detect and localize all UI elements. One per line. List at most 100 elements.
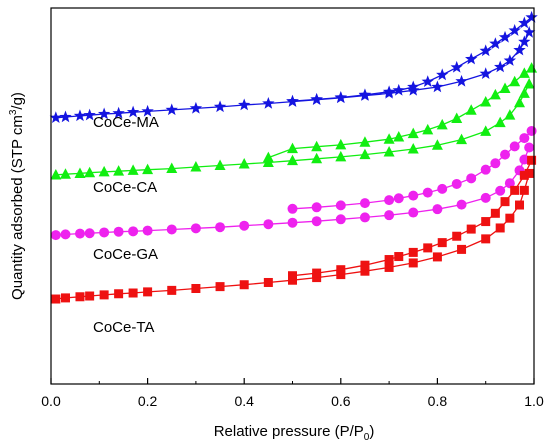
coce-ga-desorption-point (311, 202, 322, 213)
coce-ca-adsorption-point (456, 133, 468, 145)
coce-ca-adsorption-point (238, 158, 250, 169)
x-axis-title-sub: 0 (364, 432, 370, 443)
coce-ma-adsorption-point (49, 111, 63, 124)
coce-ta-desorption-point (519, 170, 529, 180)
coce-ca-adsorption-point (383, 146, 395, 157)
coce-ma-adsorption-point (165, 103, 178, 116)
coce-ta-desorption-point (466, 224, 476, 234)
coce-ta-desorption-point (510, 185, 520, 195)
coce-ma-adsorption-point (59, 110, 72, 123)
coce-ma-desorption-point (286, 94, 299, 107)
coce-ta-adsorption-point (515, 200, 525, 210)
coce-ga-adsorption-point (480, 192, 491, 203)
coce-ma-adsorption-line (55, 32, 530, 119)
coce-ta-adsorption-point (524, 168, 534, 178)
coce-ga-adsorption-point (84, 228, 95, 239)
coce-ga-adsorption-point (311, 216, 322, 227)
x-tick-label: 1.0 (524, 393, 544, 409)
coce-ga-desorption-point (408, 190, 419, 201)
coce-ma-adsorption-point (73, 109, 87, 122)
coce-ca-desorption-point (465, 104, 477, 115)
coce-ma-adsorption-point (213, 100, 227, 113)
coce-ca-desorption-point (489, 88, 501, 100)
coce-ta-adsorption-point (495, 223, 505, 233)
coce-ma-adsorption-point (189, 101, 203, 114)
coce-ma-desorption-point (508, 24, 521, 36)
coce-ta-adsorption-point (263, 277, 273, 287)
coce-ca-desorption-point (359, 136, 371, 147)
coce-ta-adsorption-point (128, 288, 138, 298)
plot-area (49, 10, 538, 304)
series-labels: CoCe-MA CoCe-CA CoCe-GA CoCe-TA (93, 114, 159, 336)
series-label-coce-ma: CoCe-MA (93, 114, 159, 131)
coce-ca-desorption-point (407, 127, 419, 139)
coce-ca-adsorption-point (514, 96, 526, 108)
coce-ma-adsorption-point (262, 97, 275, 109)
series-label-coce-ga: CoCe-GA (93, 246, 158, 263)
coce-ca-adsorption-point (504, 109, 516, 120)
coce-ma-desorption-point (358, 88, 372, 101)
coce-ca-desorption-point (262, 151, 274, 163)
coce-ma-desorption-point (392, 83, 405, 96)
coce-ta-adsorption-point (360, 266, 370, 276)
coce-ga-adsorption-point (519, 154, 530, 165)
coce-ma-desorption-point (436, 68, 449, 81)
coce-ga-adsorption-point (74, 228, 85, 239)
coce-ca-adsorption-point (98, 165, 110, 177)
coce-ca-adsorption-point (480, 125, 492, 136)
coce-ta-adsorption-point (215, 282, 225, 292)
y-axis-title-main: Quantity adsorbed (STP cm (9, 115, 26, 300)
coce-ca-adsorption-point (190, 161, 202, 172)
coce-ta-desorption-point (423, 243, 433, 253)
x-tick-label: 0.0 (41, 393, 61, 409)
coce-ta-desorption-point (288, 271, 297, 281)
coce-ca-adsorption-point (113, 165, 125, 176)
series-label-coce-ta: CoCe-TA (93, 319, 154, 336)
coce-ga-adsorption-point (432, 204, 443, 215)
coce-ga-desorption-point (437, 183, 448, 194)
coce-ma-desorption-point (310, 92, 323, 105)
coce-ta-adsorption-point (336, 270, 346, 280)
coce-ma-desorption-point (489, 37, 502, 49)
coce-ga-adsorption-point (495, 185, 506, 196)
coce-ca-adsorption-point (407, 143, 419, 154)
series-label-coce-ca: CoCe-CA (93, 179, 157, 196)
coce-ta-desorption-point (394, 252, 404, 262)
coce-ga-adsorption-point (335, 214, 346, 225)
coce-ta-adsorption-point (114, 289, 124, 299)
coce-ga-desorption-point (287, 203, 298, 214)
coce-ga-adsorption-point (166, 224, 177, 235)
coce-ta-desorption-point (527, 155, 537, 165)
coce-ta-adsorption-point (288, 275, 297, 285)
coce-ta-desorption-line (292, 160, 533, 277)
coce-ta-desorption-point (408, 247, 418, 257)
axes: 0.0 0.2 0.4 0.6 0.8 1.0 (41, 7, 544, 409)
coce-ma-desorption-point (479, 44, 492, 57)
y-axis-title-sup: 3 (8, 109, 19, 115)
coce-ma-adsorption-point (479, 67, 492, 80)
coce-ta-adsorption-point (99, 290, 109, 300)
coce-ga-adsorption-point (113, 226, 124, 237)
coce-ta-adsorption-point (457, 244, 467, 254)
coce-ma-desorption-point (450, 60, 463, 73)
coce-ga-adsorption-point (60, 229, 71, 240)
coce-ga-desorption-point (384, 195, 395, 206)
coce-ta-adsorption-point (85, 291, 95, 301)
x-tick-label: 0.8 (428, 393, 448, 409)
coce-ca-adsorption-point (142, 163, 154, 175)
coce-ga-adsorption-point (142, 225, 153, 236)
coce-ga-desorption-point (393, 193, 404, 204)
coce-ca-desorption-point (518, 67, 530, 78)
coce-ca-adsorption-point (359, 148, 371, 160)
coce-ca-desorption-point (393, 130, 405, 142)
coce-ma-adsorption-point (503, 54, 517, 66)
coce-ca-adsorption-point (431, 139, 443, 150)
coce-ta-adsorption-point (432, 252, 442, 262)
coce-ta-adsorption-point (167, 285, 177, 295)
coce-ta-adsorption-point (408, 258, 418, 268)
coce-ga-adsorption-point (456, 199, 467, 210)
coce-ma-adsorption-point (513, 43, 526, 56)
coce-ta-adsorption-point (519, 185, 529, 195)
coce-ca-desorption-line (268, 67, 532, 159)
